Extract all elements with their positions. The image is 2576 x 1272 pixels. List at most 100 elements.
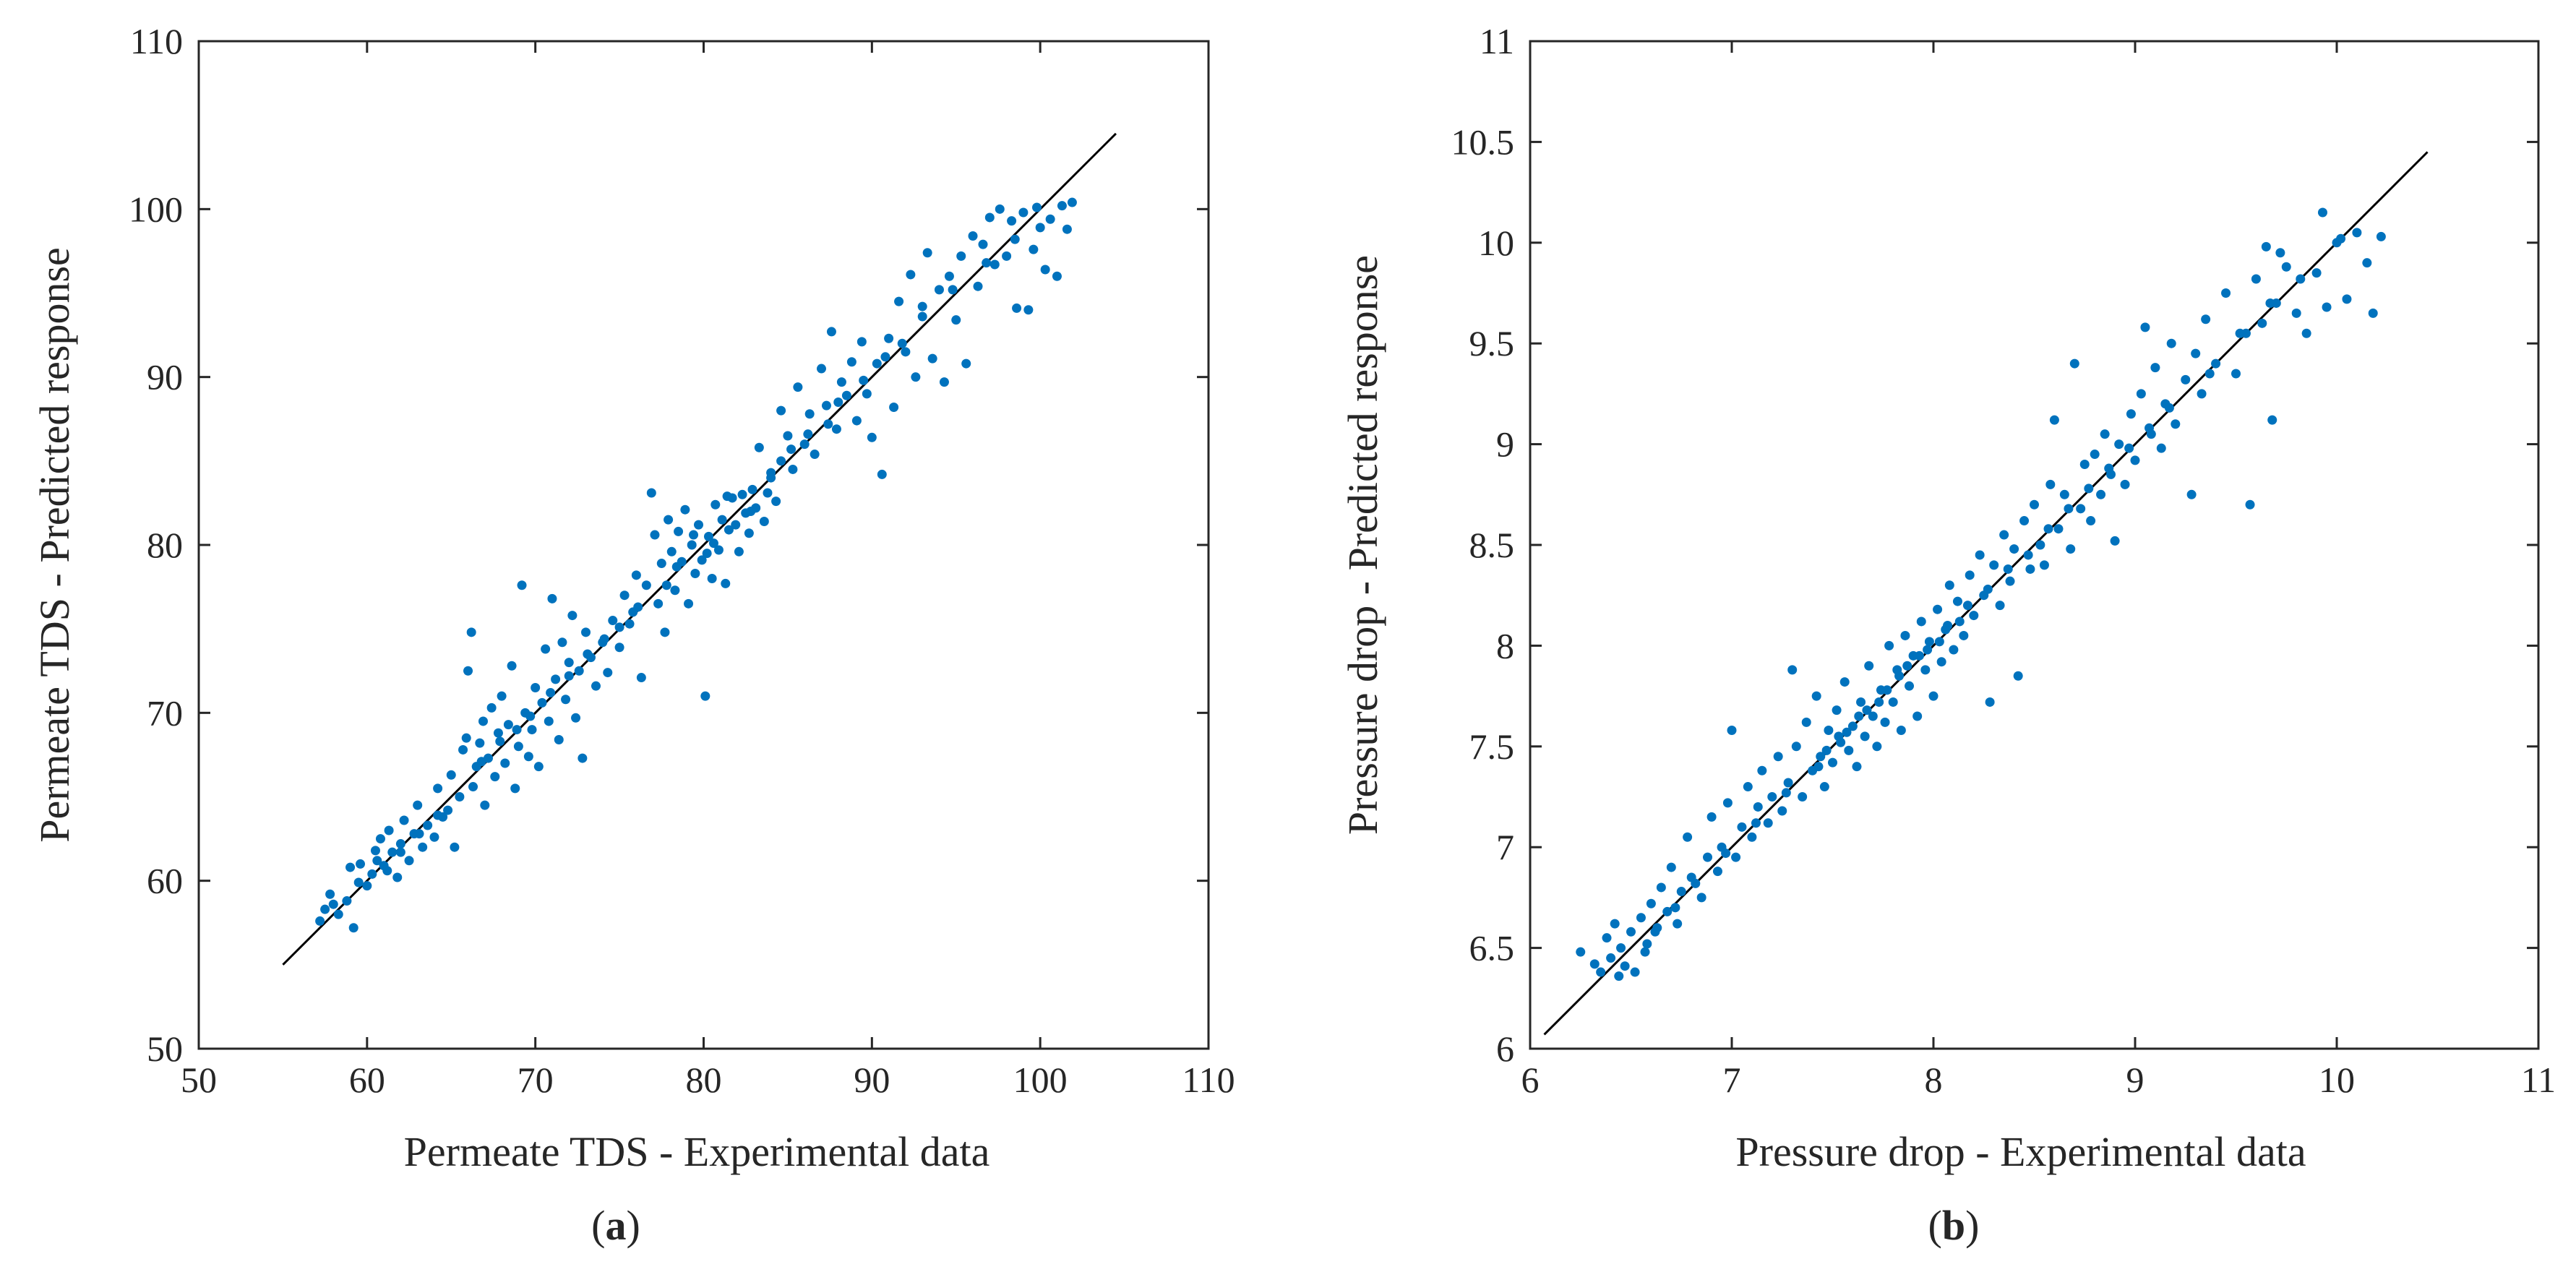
panel-b-data-point-154: [1670, 903, 1680, 913]
panel-b-data-point-20: [1696, 893, 1706, 903]
panel-b-x-tick-label-4: 10: [2319, 1060, 2355, 1100]
panel-a-data-point-198: [859, 375, 869, 385]
panel-a-data-point-117: [783, 431, 793, 441]
panel-a-data-point-185: [476, 757, 486, 767]
panel-b-data-point-168: [1902, 661, 1912, 671]
panel-a-data-point-2: [325, 889, 335, 899]
panel-b-data-point-141: [2317, 207, 2327, 218]
panel-a-data-point-75: [619, 590, 630, 601]
panel-b-data-point-109: [2110, 536, 2120, 546]
panel-a-x-tick-label-3: 80: [686, 1060, 722, 1100]
panel-a-data-point-72: [603, 668, 613, 678]
panel-b-x-tick-label-1: 7: [1723, 1060, 1741, 1100]
panel-a-data-point-10: [370, 846, 380, 856]
panel-a-data-point-15: [392, 872, 403, 882]
panel-a-data-point-3: [333, 909, 343, 919]
panel-b-data-point-6: [1620, 961, 1630, 971]
panel-a-letter: a: [606, 1202, 627, 1249]
panel-b-data-point-162: [1842, 727, 1852, 737]
panel-a-data-point-88: [674, 526, 684, 536]
panel-a-data-point-139: [901, 347, 911, 357]
panel-b-data-point-57: [1868, 711, 1878, 721]
panel-a-data-point-55: [537, 697, 547, 708]
panel-b-data-point-163: [1854, 711, 1864, 721]
panel-a-data-point-24: [433, 783, 443, 794]
panel-a-x-axis-label: Permeate TDS - Experimental data: [404, 1128, 990, 1175]
panel-a-data-point-26: [443, 805, 453, 815]
panel-a-data-point-166: [1052, 271, 1062, 281]
panel-b-data-point-62: [1888, 697, 1898, 707]
panel-b-data-point-177: [2023, 550, 2033, 560]
panel-a-data-point-167: [1057, 201, 1067, 211]
panel-a-data-point-162: [1029, 244, 1039, 254]
panel-a-data-point-38: [480, 800, 490, 810]
panel-b-data-point-44: [1816, 752, 1826, 762]
panel-a-data-point-5: [348, 923, 359, 933]
panel-b-x-axis-label: Pressure drop - Experimental data: [1735, 1128, 2306, 1175]
panel-a-data-point-200: [897, 338, 907, 348]
panel-b-data-point-137: [2281, 262, 2291, 272]
panel-b-data-point-125: [2197, 389, 2207, 399]
panel-b-data-point-74: [1936, 657, 1946, 667]
panel-a-x-tick-label-5: 100: [1013, 1060, 1068, 1100]
panel-b-data-point-86: [1995, 601, 2005, 611]
panel-b-data-point-178: [2043, 524, 2053, 534]
panel-b-data-point-186: [2235, 328, 2245, 338]
panel-a-x-ticks: 50 60 70 80 90 100 110: [181, 41, 1235, 1100]
panel-a-data-point-101: [717, 515, 727, 525]
panel-a-data-point-199: [880, 352, 890, 362]
panel-b-data-point-61: [1884, 640, 1894, 650]
panel-a-data-point-125: [826, 327, 836, 337]
panel-b-data-point-81: [1969, 611, 1979, 621]
panel-b-data-point-25: [1722, 798, 1733, 808]
panel-b-data-point-101: [2069, 358, 2079, 369]
panel-a-data-point-174: [702, 549, 712, 559]
panel-a-data-point-43: [497, 691, 507, 701]
panel-b-x-tick-label-2: 8: [1925, 1060, 1943, 1100]
panel-a-data-point-59: [551, 674, 561, 684]
panel-b-data-point-113: [2130, 455, 2140, 465]
panel-b-data-point-14: [1662, 906, 1673, 916]
panel-a-x-tick-label-4: 90: [854, 1060, 890, 1100]
panel-b-y-tick-label-2: 7: [1496, 827, 1514, 867]
panel-a-data-point-143: [922, 248, 932, 258]
panel-b-data-point-169: [1914, 650, 1924, 661]
panel-b-data-point-100: [2066, 544, 2076, 554]
panel-a-data-point-178: [671, 562, 682, 572]
panel-b-data-point-142: [2322, 302, 2332, 312]
panel-b-data-point-127: [2211, 358, 2221, 369]
panel-b-data-point-45: [1819, 782, 1829, 792]
panel-a-data-point-184: [433, 810, 443, 820]
panel-b-data-point-189: [2336, 233, 2346, 244]
panel-a-data-point-132: [862, 389, 872, 399]
panel-b-y-axis-label: Pressure drop - Predicted response: [1339, 255, 1386, 835]
panel-a-data-point-68: [581, 627, 591, 637]
panel-a-data-point-90: [680, 504, 690, 515]
panel-b-data-point-166: [1882, 685, 1892, 695]
panel-b-data-point-78: [1952, 596, 1962, 606]
panel-a-data-point-136: [884, 333, 894, 343]
panel-b-data-point-173: [1954, 616, 1965, 627]
panel-a-data-point-91: [684, 598, 694, 609]
panel-a-data-point-121: [804, 409, 815, 419]
panel-b-data-point-65: [1900, 630, 1910, 640]
panel-a-data-point-65: [571, 713, 581, 723]
panel-b-data-point-10: [1642, 939, 1652, 949]
panel-a-data-point-172: [833, 398, 843, 408]
panel-b-data-point-93: [2030, 499, 2039, 510]
panel-a-data-point-63: [564, 658, 574, 668]
panel-b-y-tick-label-1: 6.5: [1469, 928, 1515, 968]
panel-a-data-point-37: [478, 716, 488, 726]
panel-b-data-point-33: [1763, 818, 1773, 828]
panel-b-data-point-41: [1801, 717, 1811, 727]
panel-a-data-point-130: [851, 416, 862, 426]
panel-b-data-point-139: [2301, 328, 2311, 338]
panel-a-data-point-149: [956, 251, 966, 261]
panel-b-data-point-94: [2035, 540, 2045, 550]
panel-b-data-point-26: [1727, 725, 1737, 735]
panel-b-data-point-96: [2045, 479, 2056, 489]
panel-a-data-point-32: [463, 666, 473, 676]
panel-a-data-point-0: [315, 916, 325, 926]
panel-b-data-point-4: [1610, 919, 1620, 929]
panel-b-data-point-87: [1999, 530, 2009, 540]
